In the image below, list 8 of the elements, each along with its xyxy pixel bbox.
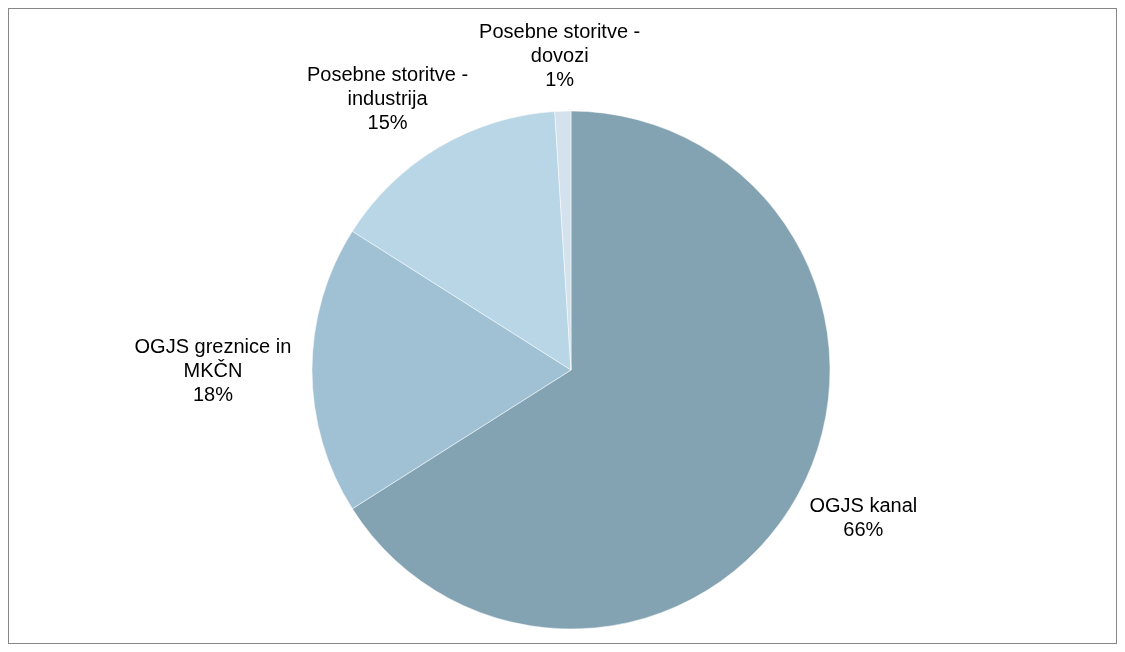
data-label: 15% (367, 111, 408, 134)
slice-label: Posebne storitve - industrija (306, 63, 469, 110)
data-label: 18% (192, 383, 234, 406)
data-label: 1% (545, 67, 575, 90)
slice-label: Posebne storitve - dovozi (479, 19, 641, 66)
slice-label: OGJS greznice in MKČN (134, 335, 292, 382)
slice-label: OGJS kanal (809, 493, 918, 516)
data-label: 66% (843, 517, 884, 540)
